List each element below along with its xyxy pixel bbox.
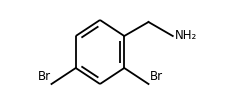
Text: Br: Br bbox=[37, 70, 50, 83]
Text: NH₂: NH₂ bbox=[175, 30, 197, 42]
Text: Br: Br bbox=[150, 70, 163, 83]
